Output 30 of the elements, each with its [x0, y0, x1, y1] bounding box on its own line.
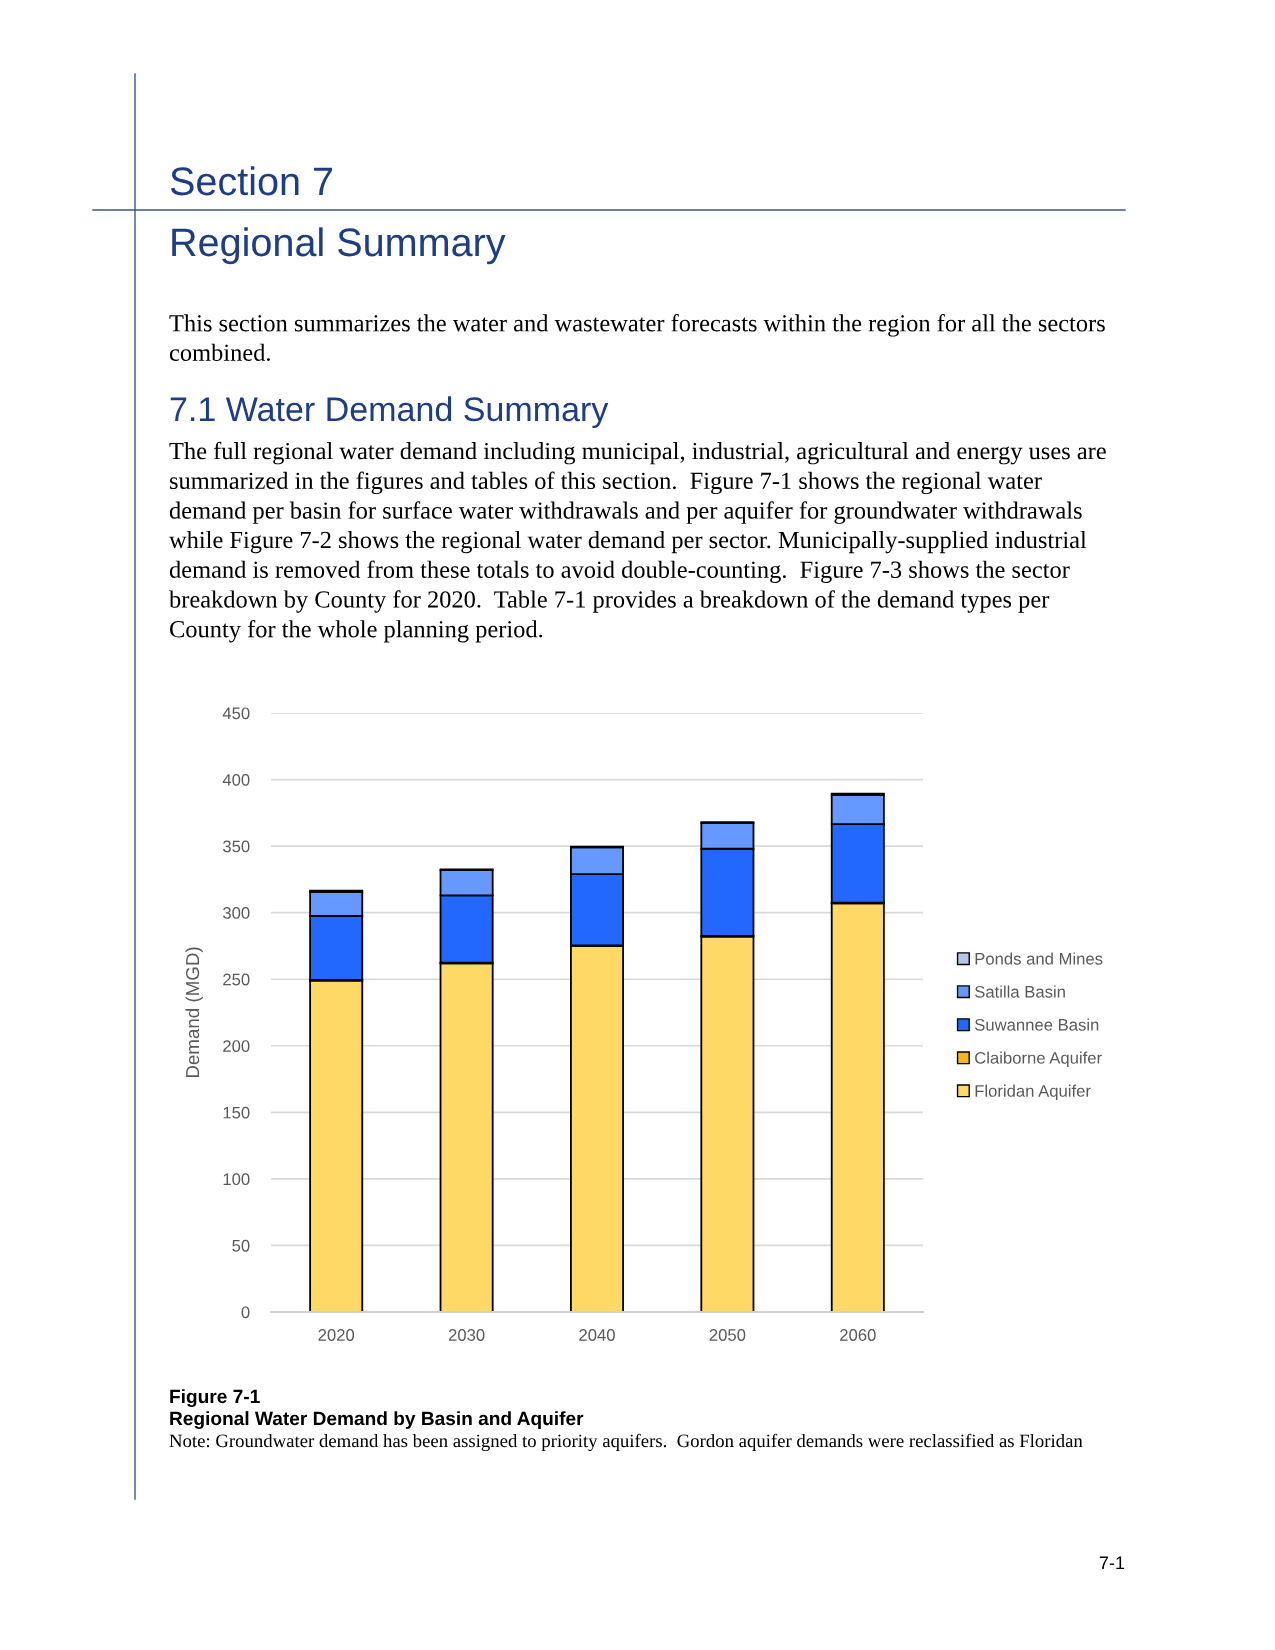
- y-tick-label: 200: [223, 1040, 250, 1052]
- text: Regional Water Demand by Basin and Aquifer: [170, 1411, 584, 1430]
- y-tick-label: 50: [232, 1239, 250, 1252]
- y-tick-label: 100: [223, 1173, 250, 1186]
- chart-title: Section 7: [170, 166, 333, 196]
- chart-subtitle: Regional Summary: [172, 227, 506, 265]
- y-axis-title: Demand (MGD): [185, 947, 203, 1078]
- legend-label: Suwannee Basin: [974, 1018, 1099, 1031]
- x-tick-label: 2040: [579, 1329, 615, 1341]
- y-tick-label: 400: [222, 773, 250, 786]
- legend-label: Satilla Basin: [974, 985, 1065, 998]
- x-tick-label: 2060: [840, 1329, 876, 1341]
- legend-label: Floridan Aquifer: [975, 1084, 1091, 1101]
- text: The full regional water demand including municipal, industrial, agricultural and energy uses are summarized in the figures and tables of this section. Figure 7-1 shows the regional water demand per basin for surface water withdrawals and per aquifer for groundwater withdrawals while Figure 7-2 shows the regional water demand per sector. Municipally-supplied industrial demand is removed from these totals to avoid double-counting. Figure 7-3 shows the sector breakdown by County for 2020. Table 7-1 provides a breakdown of the demand types per County for the whole planning period.: [169, 441, 1106, 643]
- legend-label: Ponds and Mines: [975, 952, 1103, 965]
- text: 7.1 Water Demand Summary: [170, 396, 609, 429]
- y-tick-label: 350: [223, 840, 250, 853]
- y-tick-label: 300: [223, 907, 250, 919]
- y-tick-label: 450: [222, 707, 250, 720]
- x-tick-label: 2030: [448, 1329, 485, 1341]
- text: Note: Groundwater demand has been assigned to priority aquifers. Gordon aquifer demands were reclassified as Floridan: [169, 1433, 1083, 1452]
- x-tick-label: 2050: [709, 1329, 746, 1341]
- y-tick-label: 0: [241, 1306, 250, 1319]
- caption: Figure 7-1: [170, 1389, 260, 1408]
- y-tick-label: 150: [223, 1106, 250, 1119]
- text: 7-1: [1099, 1556, 1125, 1569]
- text: This section summarizes the water and wastewater forecasts within the region for all the sectors combined.: [169, 314, 1105, 362]
- y-tick-label: 250: [223, 973, 250, 986]
- legend-label: Claiborne Aquifer: [975, 1051, 1102, 1068]
- x-tick-label: 2020: [318, 1329, 355, 1341]
